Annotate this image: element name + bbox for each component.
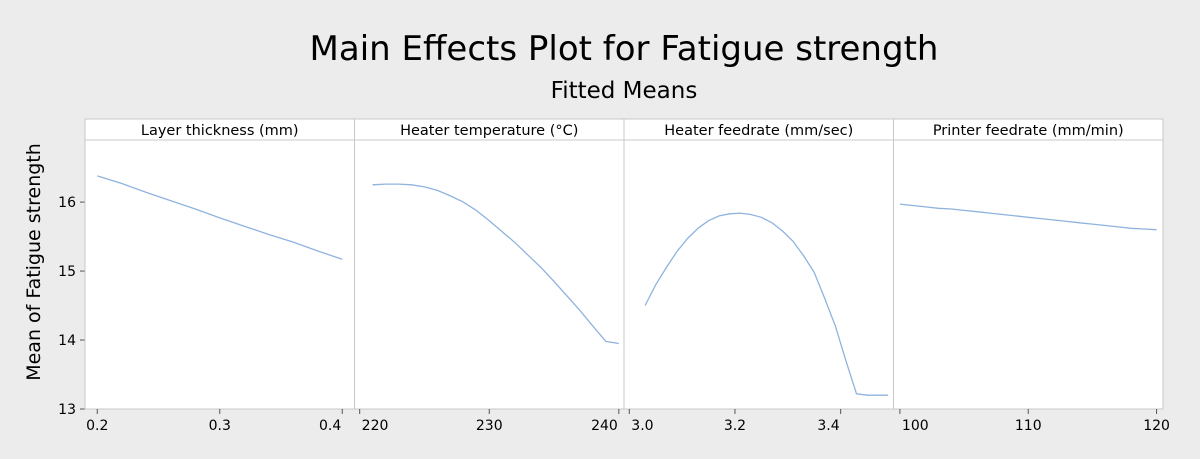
x-tick-label: 120 — [1143, 418, 1170, 434]
panel-header — [85, 119, 355, 140]
panel-header — [624, 119, 894, 140]
panel-title: Heater feedrate (mm/sec) — [664, 123, 853, 139]
chart-subtitle: Fitted Means — [551, 78, 698, 104]
x-tick-label: 220 — [362, 418, 389, 434]
x-tick-label: 0.4 — [319, 418, 341, 434]
x-tick-label: 0.3 — [209, 418, 231, 434]
panel-3: Heater feedrate (mm/sec) 3.0 3.2 3.4 — [623, 118, 894, 434]
series-line — [899, 203, 1157, 231]
panel-header — [354, 119, 624, 140]
chart-title: Main Effects Plot for Fatigue strength — [310, 29, 939, 69]
panel-4: Printer feedrate (mm/min) 100 110 120 — [893, 118, 1170, 434]
panel-1: Layer thickness (mm) 0.2 0.3 0.4 — [84, 118, 355, 434]
panel-title: Heater temperature (°C) — [400, 123, 578, 139]
x-tick-label: 0.2 — [86, 418, 108, 434]
y-tick-label: 16 — [58, 195, 76, 211]
panel-plot-area — [354, 140, 624, 409]
x-tick-label: 3.4 — [817, 418, 839, 434]
y-tick-label: 15 — [58, 264, 76, 280]
panels-layer: 13 14 15 16 Layer thickness (mm) 0.2 0.3 0.4 Hea… — [58, 118, 1170, 434]
x-tick-label: 3.0 — [631, 418, 653, 434]
panel-title: Printer feedrate (mm/min) — [933, 123, 1124, 139]
panel-header — [893, 119, 1163, 140]
series-line — [644, 212, 889, 396]
x-tick-label: 100 — [902, 418, 929, 434]
x-tick-label: 110 — [1015, 418, 1042, 434]
y-axis-label: Mean of Fatigue strength — [23, 143, 45, 381]
y-tick-label: 13 — [58, 402, 76, 418]
x-tick-label: 3.2 — [724, 418, 746, 434]
panel-plot-area — [85, 140, 355, 409]
panel-plot-area — [624, 140, 894, 409]
y-tick-label: 14 — [58, 333, 76, 349]
series-line — [372, 183, 619, 345]
series-line — [97, 175, 343, 260]
x-tick-label: 240 — [591, 418, 618, 434]
panel-title: Layer thickness (mm) — [141, 123, 299, 139]
panel-2: Heater temperature (°C) 220 230 240 — [354, 118, 625, 434]
panel-plot-area — [893, 140, 1163, 409]
x-tick-label: 230 — [476, 418, 503, 434]
